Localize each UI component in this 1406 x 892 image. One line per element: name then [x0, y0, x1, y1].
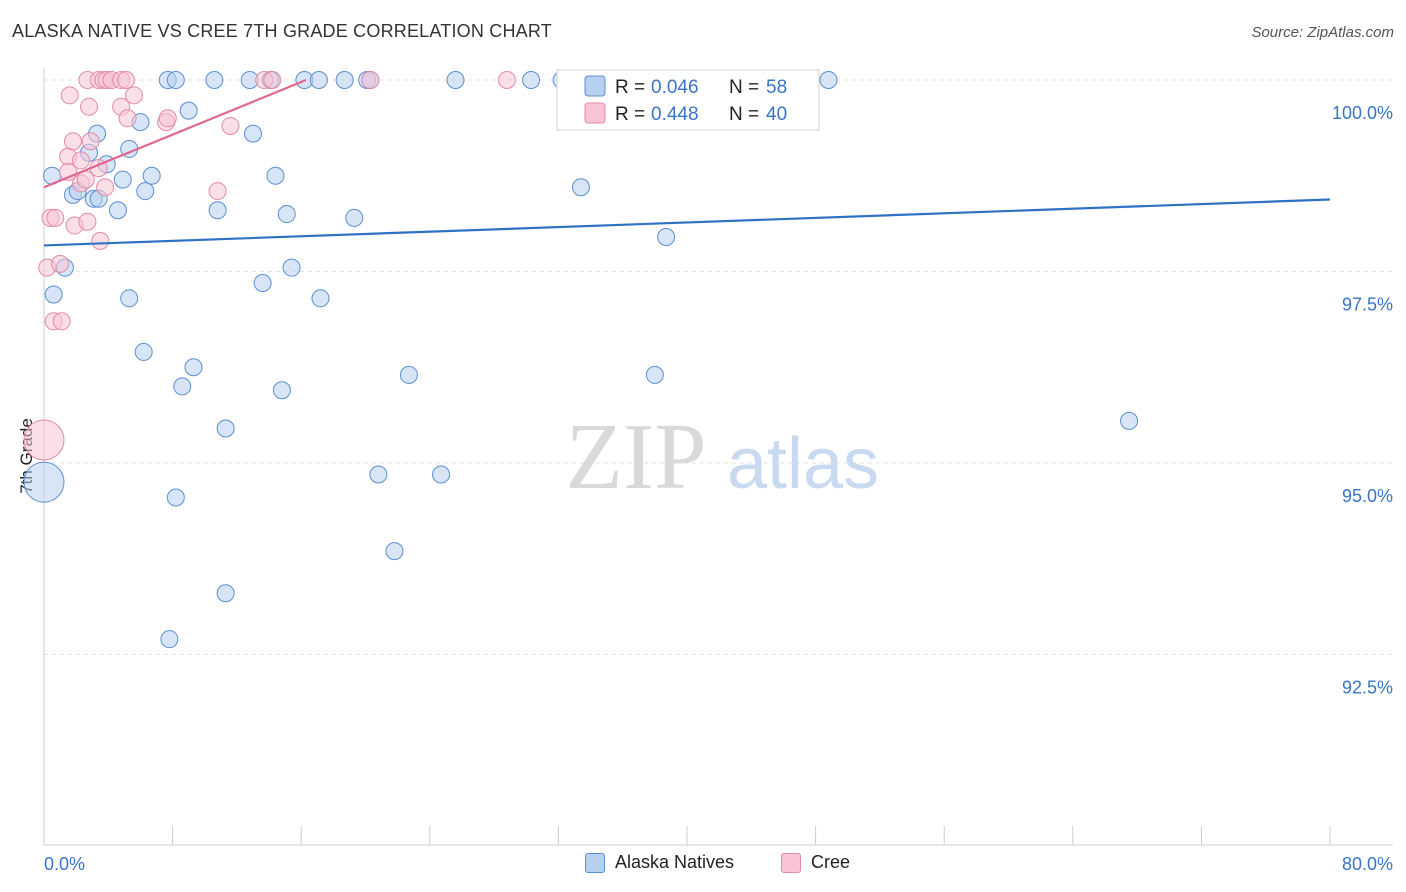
gridlines [44, 79, 1393, 655]
alaska-native-point [282, 258, 301, 277]
alaska-native-point [1120, 411, 1139, 430]
alaska-native-point [120, 289, 139, 308]
cree-point [125, 86, 144, 105]
alaska-native-point [134, 342, 153, 361]
legend-n-label: N = [729, 77, 759, 98]
alaska-native-point [208, 201, 227, 220]
alaska-native-point [136, 182, 155, 201]
cree-point [52, 312, 71, 331]
alaska-native-point [645, 365, 664, 384]
alaska-native-point [385, 542, 404, 561]
cree-point [497, 71, 516, 89]
alaska-native-point [173, 377, 192, 396]
alaska-native-point [243, 124, 262, 143]
x-tick-label-min: 0.0% [44, 854, 85, 874]
legend-swatch-pink [584, 102, 606, 124]
tick-labels: 0.0% 80.0% 92.5% 95.0% 97.5% 100.0% [44, 103, 1393, 874]
legend-r-value: 0.046 [651, 77, 699, 98]
cree-point [60, 86, 79, 105]
watermark-atlas: atlas [727, 424, 879, 504]
alaska-native-point [345, 208, 364, 227]
alaska-native-point [522, 71, 541, 89]
watermark: ZIP atlas [566, 405, 880, 509]
alaska-native-point [216, 419, 235, 438]
legend-n-value: 58 [766, 77, 787, 98]
alaska-native-point [166, 488, 185, 507]
data-points [23, 71, 1139, 649]
legend-label-alaska-natives: Alaska Natives [615, 852, 735, 872]
y-tick-label: 97.5% [1342, 295, 1393, 315]
alaska-native-point [253, 273, 272, 292]
alaska-native-point [166, 71, 185, 89]
y-tick-label: 100.0% [1332, 103, 1393, 123]
cree-point [91, 231, 110, 250]
legend-swatch-alaska-natives [585, 852, 605, 873]
cree-point [361, 71, 380, 89]
alaska-native-point [23, 461, 65, 503]
alaska-native-point [311, 289, 330, 308]
axes [43, 68, 1393, 846]
alaska-native-point [272, 381, 291, 400]
cree-point [263, 71, 282, 89]
alaska-native-point [179, 101, 198, 120]
cree-point [221, 116, 240, 135]
cree-point [63, 132, 82, 151]
alaska-native-point [277, 205, 296, 224]
alaska-native-point [160, 630, 179, 649]
alaska-native-point [819, 71, 838, 89]
cree-point [208, 182, 227, 201]
cree-point [23, 419, 65, 461]
alaska-native-point [142, 166, 161, 185]
series-legend: Alaska Natives Cree [0, 852, 1406, 878]
y-tick-label: 95.0% [1342, 486, 1393, 506]
y-tick-label: 92.5% [1342, 678, 1393, 698]
correlation-legend: R = 0.046 N = 58 R = 0.448 N = 40 [556, 69, 820, 131]
alaska-native-point [369, 465, 388, 484]
legend-swatch-cree [781, 852, 801, 873]
x-tick-label-max: 80.0% [1342, 854, 1393, 874]
legend-label-cree: Cree [811, 852, 851, 872]
alaska-native-point [335, 71, 354, 89]
alaska-natives-trend-line [43, 198, 1331, 247]
alaska-native-point [432, 465, 451, 484]
alaska-native-point [108, 201, 127, 220]
cree-point [96, 178, 115, 197]
legend-r-label: R = [615, 104, 645, 125]
cree-point [118, 109, 137, 128]
cree-trend-line [43, 78, 307, 189]
chart-title: ALASKA NATIVE VS CREE 7TH GRADE CORRELAT… [12, 21, 552, 41]
legend-r-value: 0.448 [651, 104, 699, 125]
alaska-native-point [399, 365, 418, 384]
trend-lines [43, 78, 1331, 247]
alaska-native-point [571, 178, 590, 197]
legend-swatch-blue [584, 75, 606, 97]
legend-item-cree: Cree [781, 852, 850, 873]
legend-r-label: R = [615, 77, 645, 98]
legend-item-alaska-natives: Alaska Natives [585, 852, 734, 873]
alaska-native-point [657, 228, 676, 247]
cree-point [81, 132, 100, 151]
cree-point [51, 254, 70, 273]
cree-point [80, 97, 99, 116]
alaska-native-point [205, 71, 224, 89]
alaska-native-point [266, 166, 285, 185]
alaska-native-point [446, 71, 465, 89]
alaska-native-point [44, 285, 63, 304]
cree-point [71, 151, 90, 170]
legend-n-value: 40 [766, 104, 787, 125]
source-label: Source: ZipAtlas.com [1251, 24, 1394, 41]
alaska-native-point [113, 170, 132, 189]
watermark-zip: ZIP [566, 405, 707, 509]
cree-point [158, 109, 177, 128]
cree-point [116, 71, 135, 89]
cree-point [78, 212, 97, 231]
legend-n-label: N = [729, 104, 759, 125]
alaska-native-point [216, 584, 235, 603]
cree-point [46, 208, 65, 227]
alaska-native-point [309, 71, 328, 89]
alaska-native-point [184, 358, 203, 377]
